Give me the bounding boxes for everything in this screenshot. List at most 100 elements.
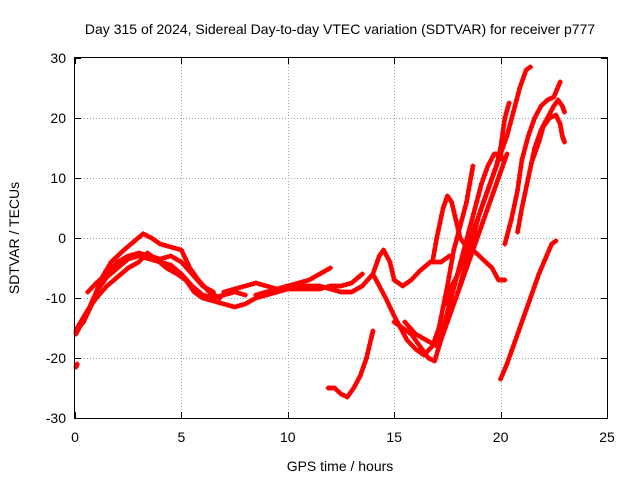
data-point bbox=[538, 132, 544, 137]
data-point bbox=[144, 252, 150, 258]
data-point bbox=[109, 279, 115, 284]
data-point bbox=[364, 355, 370, 361]
data-point bbox=[502, 156, 508, 161]
data-point bbox=[489, 193, 495, 199]
data-point bbox=[338, 283, 344, 289]
data-point bbox=[423, 337, 429, 343]
data-point bbox=[466, 187, 472, 193]
data-point bbox=[515, 187, 521, 193]
data-point bbox=[382, 250, 388, 256]
data-point bbox=[359, 271, 365, 277]
data-point bbox=[366, 346, 372, 352]
series-track-18 bbox=[498, 238, 559, 382]
data-point bbox=[517, 172, 523, 178]
data-point bbox=[528, 294, 534, 299]
data-point bbox=[109, 265, 115, 271]
data-point bbox=[492, 168, 498, 173]
data-point bbox=[536, 106, 542, 112]
data-point bbox=[501, 123, 507, 128]
data-point bbox=[474, 235, 480, 241]
data-point bbox=[495, 154, 501, 160]
series-track-13 bbox=[430, 193, 508, 283]
data-point bbox=[524, 183, 530, 188]
data-point bbox=[381, 247, 387, 253]
data-point bbox=[200, 295, 206, 301]
data-point bbox=[242, 283, 248, 289]
data-point bbox=[440, 325, 446, 331]
data-point bbox=[349, 289, 355, 295]
data-point bbox=[234, 290, 240, 296]
chart-title: Day 315 of 2024, Sidereal Day-to-day VTE… bbox=[85, 21, 595, 37]
data-point bbox=[502, 365, 508, 371]
data-point bbox=[370, 328, 376, 334]
data-point bbox=[373, 262, 379, 268]
data-point bbox=[502, 277, 508, 283]
data-point bbox=[232, 304, 238, 310]
data-point bbox=[354, 379, 360, 385]
data-point bbox=[131, 262, 137, 268]
data-point bbox=[226, 303, 232, 308]
data-point bbox=[272, 287, 277, 293]
data-point bbox=[93, 280, 99, 286]
y-tick-label: -30 bbox=[46, 410, 66, 426]
x-tick-label: 15 bbox=[386, 429, 402, 445]
data-point bbox=[527, 129, 533, 134]
data-point bbox=[357, 373, 363, 379]
data-point bbox=[343, 282, 349, 287]
data-point bbox=[96, 278, 102, 284]
data-point bbox=[549, 106, 555, 112]
data-point bbox=[455, 271, 461, 277]
data-point bbox=[274, 289, 280, 295]
data-point bbox=[261, 290, 267, 296]
data-point bbox=[481, 217, 487, 223]
data-point bbox=[520, 198, 526, 203]
data-point bbox=[527, 64, 533, 70]
x-tick-label: 10 bbox=[280, 429, 296, 445]
data-point bbox=[165, 261, 171, 267]
data-point bbox=[325, 284, 331, 290]
data-point bbox=[208, 288, 214, 293]
data-point bbox=[477, 187, 483, 193]
data-point bbox=[184, 265, 190, 271]
data-point bbox=[552, 90, 558, 96]
data-point bbox=[115, 274, 121, 280]
data-point bbox=[118, 250, 124, 256]
data-point bbox=[420, 336, 426, 341]
data-point bbox=[483, 211, 489, 217]
data-point bbox=[439, 213, 445, 218]
data-point bbox=[532, 115, 538, 121]
data-point bbox=[536, 271, 542, 277]
data-point bbox=[525, 175, 531, 181]
data-point bbox=[504, 361, 510, 367]
data-point bbox=[168, 253, 174, 259]
data-point bbox=[112, 276, 118, 282]
data-point bbox=[325, 267, 331, 272]
data-point bbox=[471, 244, 477, 250]
data-point bbox=[210, 289, 216, 295]
data-point bbox=[279, 288, 285, 293]
data-point bbox=[520, 76, 526, 82]
data-point bbox=[545, 249, 551, 254]
data-point bbox=[256, 291, 262, 297]
data-point bbox=[385, 300, 391, 305]
data-point bbox=[165, 254, 171, 260]
data-point bbox=[502, 241, 508, 247]
data-point bbox=[418, 334, 424, 340]
data-point bbox=[451, 208, 457, 214]
data-point bbox=[213, 294, 219, 300]
data-point bbox=[435, 228, 441, 233]
data-point bbox=[514, 97, 520, 103]
data-point bbox=[442, 199, 448, 205]
data-point bbox=[495, 175, 501, 181]
data-point bbox=[510, 210, 516, 215]
data-point bbox=[379, 289, 385, 295]
data-point bbox=[464, 265, 470, 271]
data-point bbox=[533, 112, 539, 118]
data-point bbox=[490, 154, 496, 160]
data-point bbox=[504, 108, 510, 113]
data-point bbox=[433, 241, 439, 247]
data-point bbox=[333, 288, 339, 293]
data-point bbox=[157, 256, 163, 262]
data-point bbox=[434, 330, 440, 335]
